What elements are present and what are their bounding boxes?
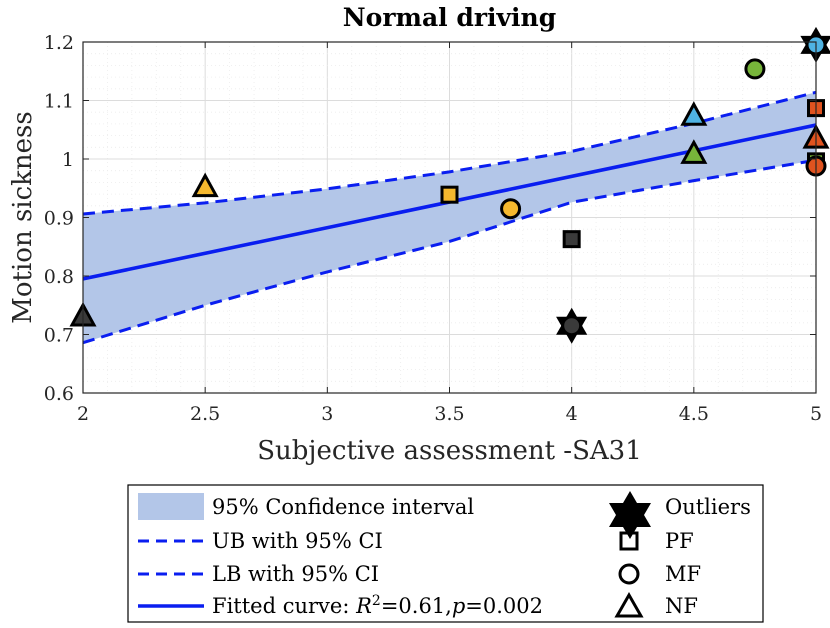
- y-axis-label: Motion sickness: [8, 111, 38, 324]
- legend-ci-label: 95% Confidence interval: [212, 495, 474, 519]
- point-circle: [500, 198, 522, 220]
- x-tick-label: 4: [566, 403, 578, 425]
- lower-bound-line: [82, 158, 817, 345]
- point-triangle: [191, 172, 219, 198]
- y-tick-label: 0.9: [44, 208, 74, 230]
- point-square: [562, 230, 581, 249]
- chart-title: Normal driving: [343, 3, 556, 32]
- legend: 95% Confidence interval UB with 95% CI L…: [127, 484, 764, 623]
- confidence-band: [83, 92, 816, 343]
- legend-fit-r: R: [355, 594, 372, 618]
- y-tick-label: 0.6: [44, 383, 74, 405]
- y-tick-label: 1.1: [44, 91, 74, 113]
- legend-mf-label: MF: [665, 562, 701, 586]
- point-square: [440, 185, 459, 204]
- legend-box: [127, 484, 764, 623]
- y-tick-label: 0.8: [44, 266, 74, 288]
- legend-lb-label: LB with 95% CI: [212, 562, 379, 586]
- x-tick-label: 2.5: [190, 403, 220, 425]
- x-tick-label: 2: [77, 403, 89, 425]
- legend-fit-r2: =0.61,: [381, 594, 452, 618]
- x-tick-label: 3.5: [434, 403, 464, 425]
- legend-square-marker: [619, 531, 639, 551]
- legend-fit-label: Fitted curve: R2=0.61,p=0.002: [212, 593, 543, 618]
- legend-triangle-marker: [614, 591, 644, 618]
- y-tick-label: 1.2: [44, 32, 74, 54]
- legend-fit-prefix: Fitted curve:: [212, 594, 356, 618]
- point-circle: [744, 58, 766, 80]
- point-triangle: [680, 101, 708, 126]
- legend-fit-pval: =0.002: [465, 594, 543, 618]
- point-triangle: [680, 139, 708, 164]
- legend-outliers-label: Outliers: [665, 495, 751, 519]
- legend-circle-marker: [618, 563, 640, 585]
- x-tick-label: 5: [810, 403, 822, 425]
- legend-nf-label: NF: [665, 594, 698, 618]
- x-tick-label: 4.5: [679, 403, 709, 425]
- axis-ticks: 2 2.5 3 3.5 4 4.5 5 0.6 0.7 0.8 0.9 1 1.1 1.2: [44, 32, 822, 425]
- y-tick-label: 1: [62, 149, 74, 171]
- legend-outlier-marker: [609, 491, 651, 539]
- point-circle: [561, 315, 583, 337]
- legend-fit-p: p: [452, 594, 465, 618]
- y-tick-label: 0.7: [44, 325, 74, 347]
- legend-pf-label: PF: [665, 529, 694, 553]
- x-axis-label: Subjective assessment -SA31: [257, 436, 642, 466]
- legend-fit-sup: 2: [372, 593, 381, 609]
- x-tick-label: 3: [321, 403, 333, 425]
- legend-ub-label: UB with 95% CI: [212, 529, 383, 553]
- legend-ci-swatch: [138, 493, 204, 520]
